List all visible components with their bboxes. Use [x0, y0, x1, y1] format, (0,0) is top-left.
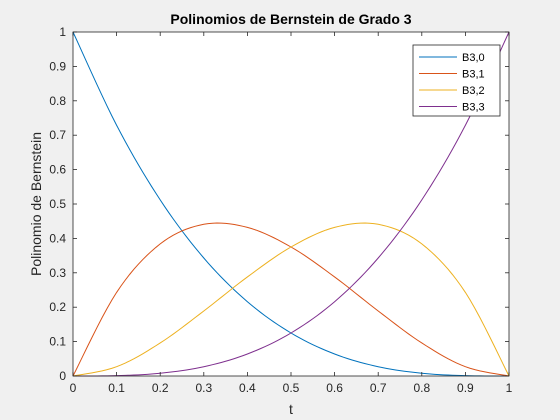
chart-title: Polinomios de Bernstein de Grado 3: [170, 11, 411, 27]
series-layer: [72, 31, 510, 377]
y-tick-label: 0.2: [49, 300, 66, 314]
y-tick-label: 0.3: [49, 266, 66, 280]
series-line-2: [72, 222, 510, 377]
x-tick-label: 0.7: [370, 381, 387, 395]
y-tick-label: 0.1: [49, 335, 66, 349]
legend-box: [412, 44, 501, 117]
ticks-layer: 0 0.1 0.2 0.3 0.4 0.5 0.6 0.7 0.8 0.9 1 0 0.1 0.2 0.3 0…: [49, 25, 512, 395]
y-tick-label: 0.7: [49, 128, 66, 142]
y-tick-label: 0.4: [49, 231, 66, 245]
y-tick-label: 0.8: [49, 94, 66, 108]
legend-label: B3,3: [462, 102, 485, 114]
y-axis-label: Polinomio de Bernstein: [28, 132, 44, 276]
x-axis-label: t: [289, 401, 293, 417]
x-tick-label: 0: [70, 381, 77, 395]
x-tick-label: 0.8: [413, 381, 430, 395]
x-tick-label: 0.4: [239, 381, 256, 395]
x-tick-label: 1: [506, 381, 513, 395]
y-tick-label: 0.5: [49, 197, 66, 211]
y-tick-label: 1: [59, 25, 66, 39]
x-tick-label: 0.1: [108, 381, 125, 395]
x-tick-label: 0.6: [326, 381, 343, 395]
legend: B3,0 B3,1 B3,2 B3,3: [412, 44, 501, 117]
y-tick-label: 0.9: [49, 59, 66, 73]
y-tick-label: 0.6: [49, 163, 66, 177]
axes-box: [72, 31, 510, 377]
x-tick-label: 0.3: [195, 381, 212, 395]
x-tick-label: 0.5: [283, 381, 300, 395]
legend-label: B3,0: [462, 52, 485, 64]
x-tick-label: 0.9: [457, 381, 474, 395]
y-tick-label: 0: [59, 369, 66, 383]
series-line-3: [72, 31, 510, 377]
x-tick-label: 0.2: [152, 381, 169, 395]
legend-label: B3,2: [462, 85, 485, 97]
legend-label: B3,1: [462, 69, 485, 81]
